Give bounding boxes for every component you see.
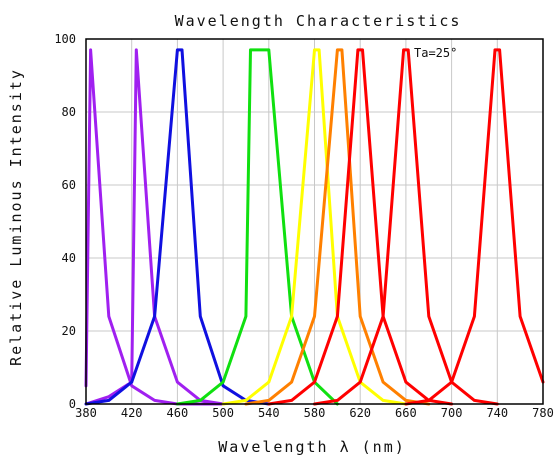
series-line-8: [313, 48, 499, 406]
series-line-5: [221, 48, 408, 406]
y-axis-label: Relative Luminous Intensity: [7, 68, 25, 366]
x-tick-label: 380: [75, 406, 97, 420]
x-tick-label: 540: [258, 406, 280, 420]
x-tick-label: 620: [349, 406, 371, 420]
x-tick-label: 700: [441, 406, 463, 420]
series-line-1: [84, 48, 225, 406]
y-tick-label: 0: [69, 397, 76, 411]
y-tick-label: 60: [62, 178, 76, 192]
temperature-annotation: Ta=25°: [414, 46, 457, 60]
grid: [86, 39, 543, 404]
series-line-9: [404, 48, 545, 406]
x-tick-label: 740: [486, 406, 508, 420]
y-tick-label: 100: [54, 32, 76, 46]
x-tick-label: 420: [121, 406, 143, 420]
x-tick-label: 460: [167, 406, 189, 420]
series-line-4: [175, 48, 339, 406]
plot-border: [85, 38, 544, 405]
x-tick-labels: 380 420 460 500 540 580 620 660 700 740 780: [75, 406, 554, 420]
y-tick-label: 40: [62, 251, 76, 265]
y-tick-label: 80: [62, 105, 76, 119]
x-tick-label: 580: [304, 406, 326, 420]
chart-title: Wavelength Characteristics: [175, 12, 462, 30]
series-line-2: [84, 48, 225, 406]
x-tick-label: 660: [395, 406, 417, 420]
x-axis-label: Wavelength λ (nm): [218, 438, 406, 456]
y-tick-labels: 0 20 40 60 80 100: [54, 32, 76, 411]
x-tick-label: 500: [212, 406, 234, 420]
series-line-6: [244, 48, 431, 406]
series-line-3: [84, 48, 271, 406]
plot-frame: [85, 38, 544, 405]
x-tick-label: 780: [532, 406, 554, 420]
y-tick-label: 20: [62, 324, 76, 338]
series-line-7: [267, 48, 454, 406]
